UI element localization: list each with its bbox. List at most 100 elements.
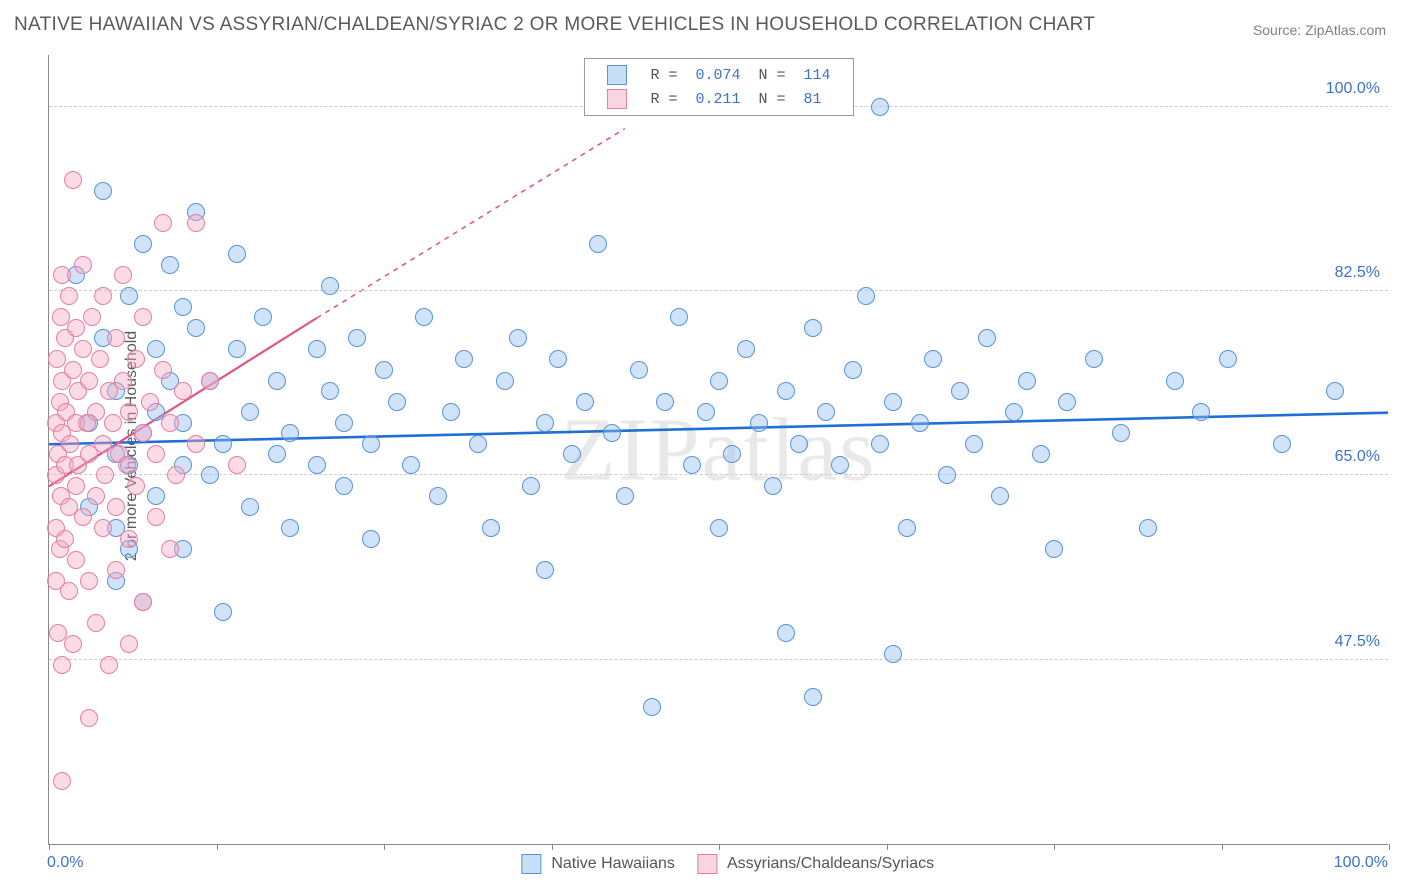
scatter-point	[777, 624, 795, 642]
scatter-point	[321, 382, 339, 400]
scatter-point	[228, 456, 246, 474]
scatter-point	[91, 350, 109, 368]
y-axis-tick-label: 65.0%	[1335, 448, 1380, 466]
scatter-point	[107, 561, 125, 579]
scatter-point	[576, 393, 594, 411]
scatter-point	[96, 466, 114, 484]
scatter-point	[60, 287, 78, 305]
scatter-point	[965, 435, 983, 453]
scatter-point	[884, 645, 902, 663]
scatter-point	[1192, 403, 1210, 421]
scatter-point	[442, 403, 460, 421]
scatter-point	[482, 519, 500, 537]
scatter-point	[911, 414, 929, 432]
scatter-point	[187, 214, 205, 232]
scatter-point	[723, 445, 741, 463]
legend-r-label: R =	[642, 88, 685, 110]
scatter-point	[64, 635, 82, 653]
scatter-point	[790, 435, 808, 453]
scatter-point	[871, 435, 889, 453]
scatter-point	[536, 414, 554, 432]
scatter-point	[161, 256, 179, 274]
scatter-point	[80, 372, 98, 390]
x-axis-tick-label: 100.0%	[1334, 854, 1388, 872]
gridline	[49, 474, 1388, 475]
scatter-point	[1045, 540, 1063, 558]
scatter-point	[141, 393, 159, 411]
scatter-point	[844, 361, 862, 379]
scatter-point	[362, 530, 380, 548]
scatter-point	[64, 171, 82, 189]
scatter-point	[321, 277, 339, 295]
scatter-point	[1326, 382, 1344, 400]
scatter-point	[74, 508, 92, 526]
legend-r-value: 0.211	[687, 88, 748, 110]
scatter-point	[114, 266, 132, 284]
scatter-point	[147, 340, 165, 358]
scatter-point	[884, 393, 902, 411]
scatter-point	[683, 456, 701, 474]
scatter-point	[589, 235, 607, 253]
scatter-point	[127, 477, 145, 495]
scatter-point	[1058, 393, 1076, 411]
scatter-point	[268, 445, 286, 463]
scatter-point	[201, 466, 219, 484]
scatter-point	[924, 350, 942, 368]
scatter-point	[174, 298, 192, 316]
scatter-point	[455, 350, 473, 368]
scatter-point	[74, 340, 92, 358]
scatter-point	[94, 287, 112, 305]
scatter-point	[107, 498, 125, 516]
legend-stats-row: R = 0.074 N = 114	[598, 64, 838, 86]
scatter-point	[214, 603, 232, 621]
x-axis-tick	[384, 844, 385, 850]
scatter-point	[74, 256, 92, 274]
scatter-point	[53, 266, 71, 284]
scatter-point	[134, 424, 152, 442]
legend-r-label: R =	[642, 64, 685, 86]
scatter-point	[429, 487, 447, 505]
legend-n-value: 114	[796, 64, 839, 86]
scatter-point	[134, 235, 152, 253]
scatter-point	[1032, 445, 1050, 463]
scatter-point	[764, 477, 782, 495]
scatter-point	[67, 319, 85, 337]
scatter-point	[750, 414, 768, 432]
scatter-point	[53, 772, 71, 790]
scatter-point	[697, 403, 715, 421]
square-icon	[606, 89, 626, 109]
scatter-point	[656, 393, 674, 411]
scatter-point	[127, 350, 145, 368]
scatter-point	[536, 561, 554, 579]
scatter-point	[978, 329, 996, 347]
scatter-point	[64, 361, 82, 379]
scatter-point	[187, 435, 205, 453]
scatter-point	[308, 340, 326, 358]
legend-stats-row: R = 0.211 N = 81	[598, 88, 838, 110]
scatter-point	[630, 361, 648, 379]
scatter-point	[388, 393, 406, 411]
scatter-point	[147, 445, 165, 463]
scatter-point	[214, 435, 232, 453]
scatter-point	[67, 477, 85, 495]
scatter-point	[94, 519, 112, 537]
scatter-point	[362, 435, 380, 453]
scatter-point	[80, 709, 98, 727]
scatter-point	[603, 424, 621, 442]
scatter-point	[228, 340, 246, 358]
scatter-point	[1018, 372, 1036, 390]
y-axis-tick-label: 100.0%	[1326, 80, 1380, 98]
scatter-point	[154, 361, 172, 379]
scatter-point	[737, 340, 755, 358]
scatter-point	[134, 308, 152, 326]
scatter-point	[871, 98, 889, 116]
scatter-point	[147, 508, 165, 526]
x-axis-tick	[1222, 844, 1223, 850]
scatter-point	[87, 487, 105, 505]
scatter-point	[87, 403, 105, 421]
x-axis-tick	[719, 844, 720, 850]
y-axis-tick-label: 82.5%	[1335, 264, 1380, 282]
scatter-point	[1005, 403, 1023, 421]
scatter-point	[563, 445, 581, 463]
scatter-point	[167, 466, 185, 484]
